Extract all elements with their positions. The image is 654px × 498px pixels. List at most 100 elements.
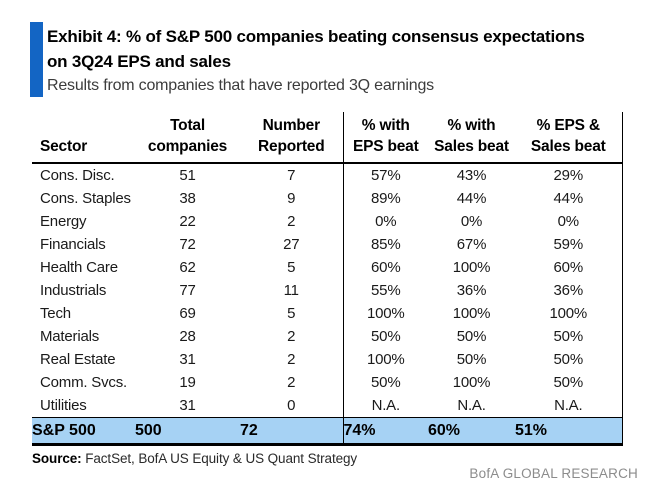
sector-cell: Materials bbox=[40, 328, 100, 345]
value-cell: 43% bbox=[456, 167, 487, 184]
column-header-line2: Sales beat bbox=[530, 138, 606, 155]
sector-cell: Tech bbox=[40, 305, 71, 322]
title-block: Exhibit 4: % of S&P 500 companies beatin… bbox=[47, 22, 585, 97]
value-cell: 2 bbox=[287, 351, 296, 368]
value-cell: N.A. bbox=[342, 394, 428, 418]
value-cell: 0% bbox=[515, 210, 623, 233]
table-row: Real Estate 31 2 100% 50% 50% bbox=[32, 348, 623, 371]
sector-cell: Cons. Staples bbox=[40, 190, 131, 207]
column-header-total-companies: Total companies bbox=[135, 112, 240, 164]
column-header-line2: Sector bbox=[40, 138, 88, 155]
sector-cell: Real Estate bbox=[40, 351, 116, 368]
value-cell: 89% bbox=[342, 187, 428, 210]
total-row: S&P 500 500 72 74% 60% 51% bbox=[32, 417, 623, 446]
exhibit-header: Exhibit 4: % of S&P 500 companies beatin… bbox=[30, 22, 640, 97]
sector-cell: Industrials bbox=[40, 282, 107, 299]
value-cell: 50% bbox=[515, 371, 623, 394]
value-cell: 11 bbox=[283, 282, 299, 299]
sector-cell: Cons. Disc. bbox=[40, 167, 115, 184]
exhibit-title-line1: Exhibit 4: % of S&P 500 companies beatin… bbox=[47, 27, 585, 46]
value-cell: 5 bbox=[287, 259, 296, 276]
value-cell: 9 bbox=[287, 190, 296, 207]
total-value-cell: 60% bbox=[428, 417, 515, 446]
table-body: Cons. Disc. 51 7 57% 43% 29% Cons. Staples 38 9 8… bbox=[32, 163, 623, 418]
value-cell: 2 bbox=[287, 374, 296, 391]
value-cell: 85% bbox=[342, 233, 428, 256]
value-cell: 100% bbox=[515, 302, 623, 325]
value-cell: 59% bbox=[515, 233, 623, 256]
table-footer: S&P 500 500 72 74% 60% 51% bbox=[32, 417, 623, 446]
sector-cell: Energy bbox=[40, 213, 87, 230]
value-cell: 51 bbox=[179, 167, 196, 184]
column-header-line1: Total bbox=[170, 117, 205, 134]
table-row: Health Care 62 5 60% 100% 60% bbox=[32, 256, 623, 279]
value-cell: 19 bbox=[179, 374, 196, 391]
column-header-eps-beat: % with EPS beat bbox=[342, 112, 428, 164]
value-cell: 38 bbox=[179, 190, 196, 207]
value-cell: 100% bbox=[452, 305, 491, 322]
column-header-eps-and-sales-beat: % EPS & Sales beat bbox=[515, 112, 623, 164]
value-cell: 69 bbox=[179, 305, 196, 322]
value-cell: 5 bbox=[287, 305, 296, 322]
value-cell: 28 bbox=[179, 328, 196, 345]
value-cell: 2 bbox=[287, 328, 296, 345]
table-row: Utilities 31 0 N.A. N.A. N.A. bbox=[32, 394, 623, 418]
source-label: Source: bbox=[32, 451, 82, 466]
value-cell: 100% bbox=[452, 374, 491, 391]
table-header: Sector Total companies Number Reported %… bbox=[32, 112, 623, 164]
value-cell: N.A. bbox=[457, 397, 486, 414]
value-cell: 50% bbox=[456, 328, 487, 345]
value-cell: 22 bbox=[179, 213, 196, 230]
column-header-line2: Sales beat bbox=[434, 138, 509, 155]
source-line: Source: FactSet, BofA US Equity & US Qua… bbox=[32, 451, 357, 466]
exhibit-title-line2: on 3Q24 EPS and sales bbox=[47, 52, 231, 71]
value-cell: 100% bbox=[452, 259, 491, 276]
value-cell: 29% bbox=[515, 163, 623, 187]
column-header-line1: % with bbox=[361, 117, 410, 134]
column-header-line1: % EPS & bbox=[536, 117, 600, 134]
total-sector-cell: S&P 500 bbox=[32, 417, 135, 446]
value-cell: 62 bbox=[179, 259, 196, 276]
total-value-cell: 74% bbox=[342, 417, 428, 446]
value-cell: 36% bbox=[515, 279, 623, 302]
column-header-sector: Sector bbox=[32, 112, 135, 164]
value-cell: 31 bbox=[179, 351, 196, 368]
total-value-cell: 51% bbox=[515, 417, 623, 446]
total-value-cell: 72 bbox=[240, 417, 343, 446]
value-cell: 100% bbox=[342, 348, 428, 371]
table-row: Materials 28 2 50% 50% 50% bbox=[32, 325, 623, 348]
sector-cell: Health Care bbox=[40, 259, 118, 276]
value-cell: 50% bbox=[342, 325, 428, 348]
table-row: Industrials 77 11 55% 36% 36% bbox=[32, 279, 623, 302]
value-cell: 31 bbox=[179, 397, 196, 414]
sector-cell: Financials bbox=[40, 236, 106, 253]
exhibit-table: Sector Total companies Number Reported %… bbox=[32, 112, 623, 446]
table-row: Energy 22 2 0% 0% 0% bbox=[32, 210, 623, 233]
table-row: Cons. Staples 38 9 89% 44% 44% bbox=[32, 187, 623, 210]
column-header-number-reported: Number Reported bbox=[240, 112, 343, 164]
accent-bar bbox=[30, 22, 43, 97]
sector-cell: Comm. Svcs. bbox=[40, 374, 127, 391]
column-header-sales-beat: % with Sales beat bbox=[428, 112, 515, 164]
column-header-line1: Number bbox=[262, 117, 321, 134]
value-cell: 27 bbox=[283, 236, 300, 253]
source-text: FactSet, BofA US Equity & US Quant Strat… bbox=[81, 451, 358, 466]
value-cell: 77 bbox=[179, 282, 196, 299]
value-cell: 67% bbox=[456, 236, 487, 253]
value-cell: 44% bbox=[515, 187, 623, 210]
value-cell: 44% bbox=[456, 190, 487, 207]
value-cell: 50% bbox=[456, 351, 487, 368]
column-header-line2: Reported bbox=[258, 138, 325, 155]
brand-line: BofA GLOBAL RESEARCH bbox=[469, 466, 638, 481]
table-row: Tech 69 5 100% 100% 100% bbox=[32, 302, 623, 325]
value-cell: 50% bbox=[515, 348, 623, 371]
exhibit-subtitle: Results from companies that have reporte… bbox=[47, 77, 434, 94]
value-cell: 7 bbox=[287, 167, 296, 184]
column-header-line2: EPS beat bbox=[352, 138, 419, 155]
value-cell: 2 bbox=[287, 213, 296, 230]
value-cell: 100% bbox=[342, 302, 428, 325]
value-cell: N.A. bbox=[515, 394, 623, 418]
value-cell: 57% bbox=[342, 163, 428, 187]
table-row: Financials 72 27 85% 67% 59% bbox=[32, 233, 623, 256]
